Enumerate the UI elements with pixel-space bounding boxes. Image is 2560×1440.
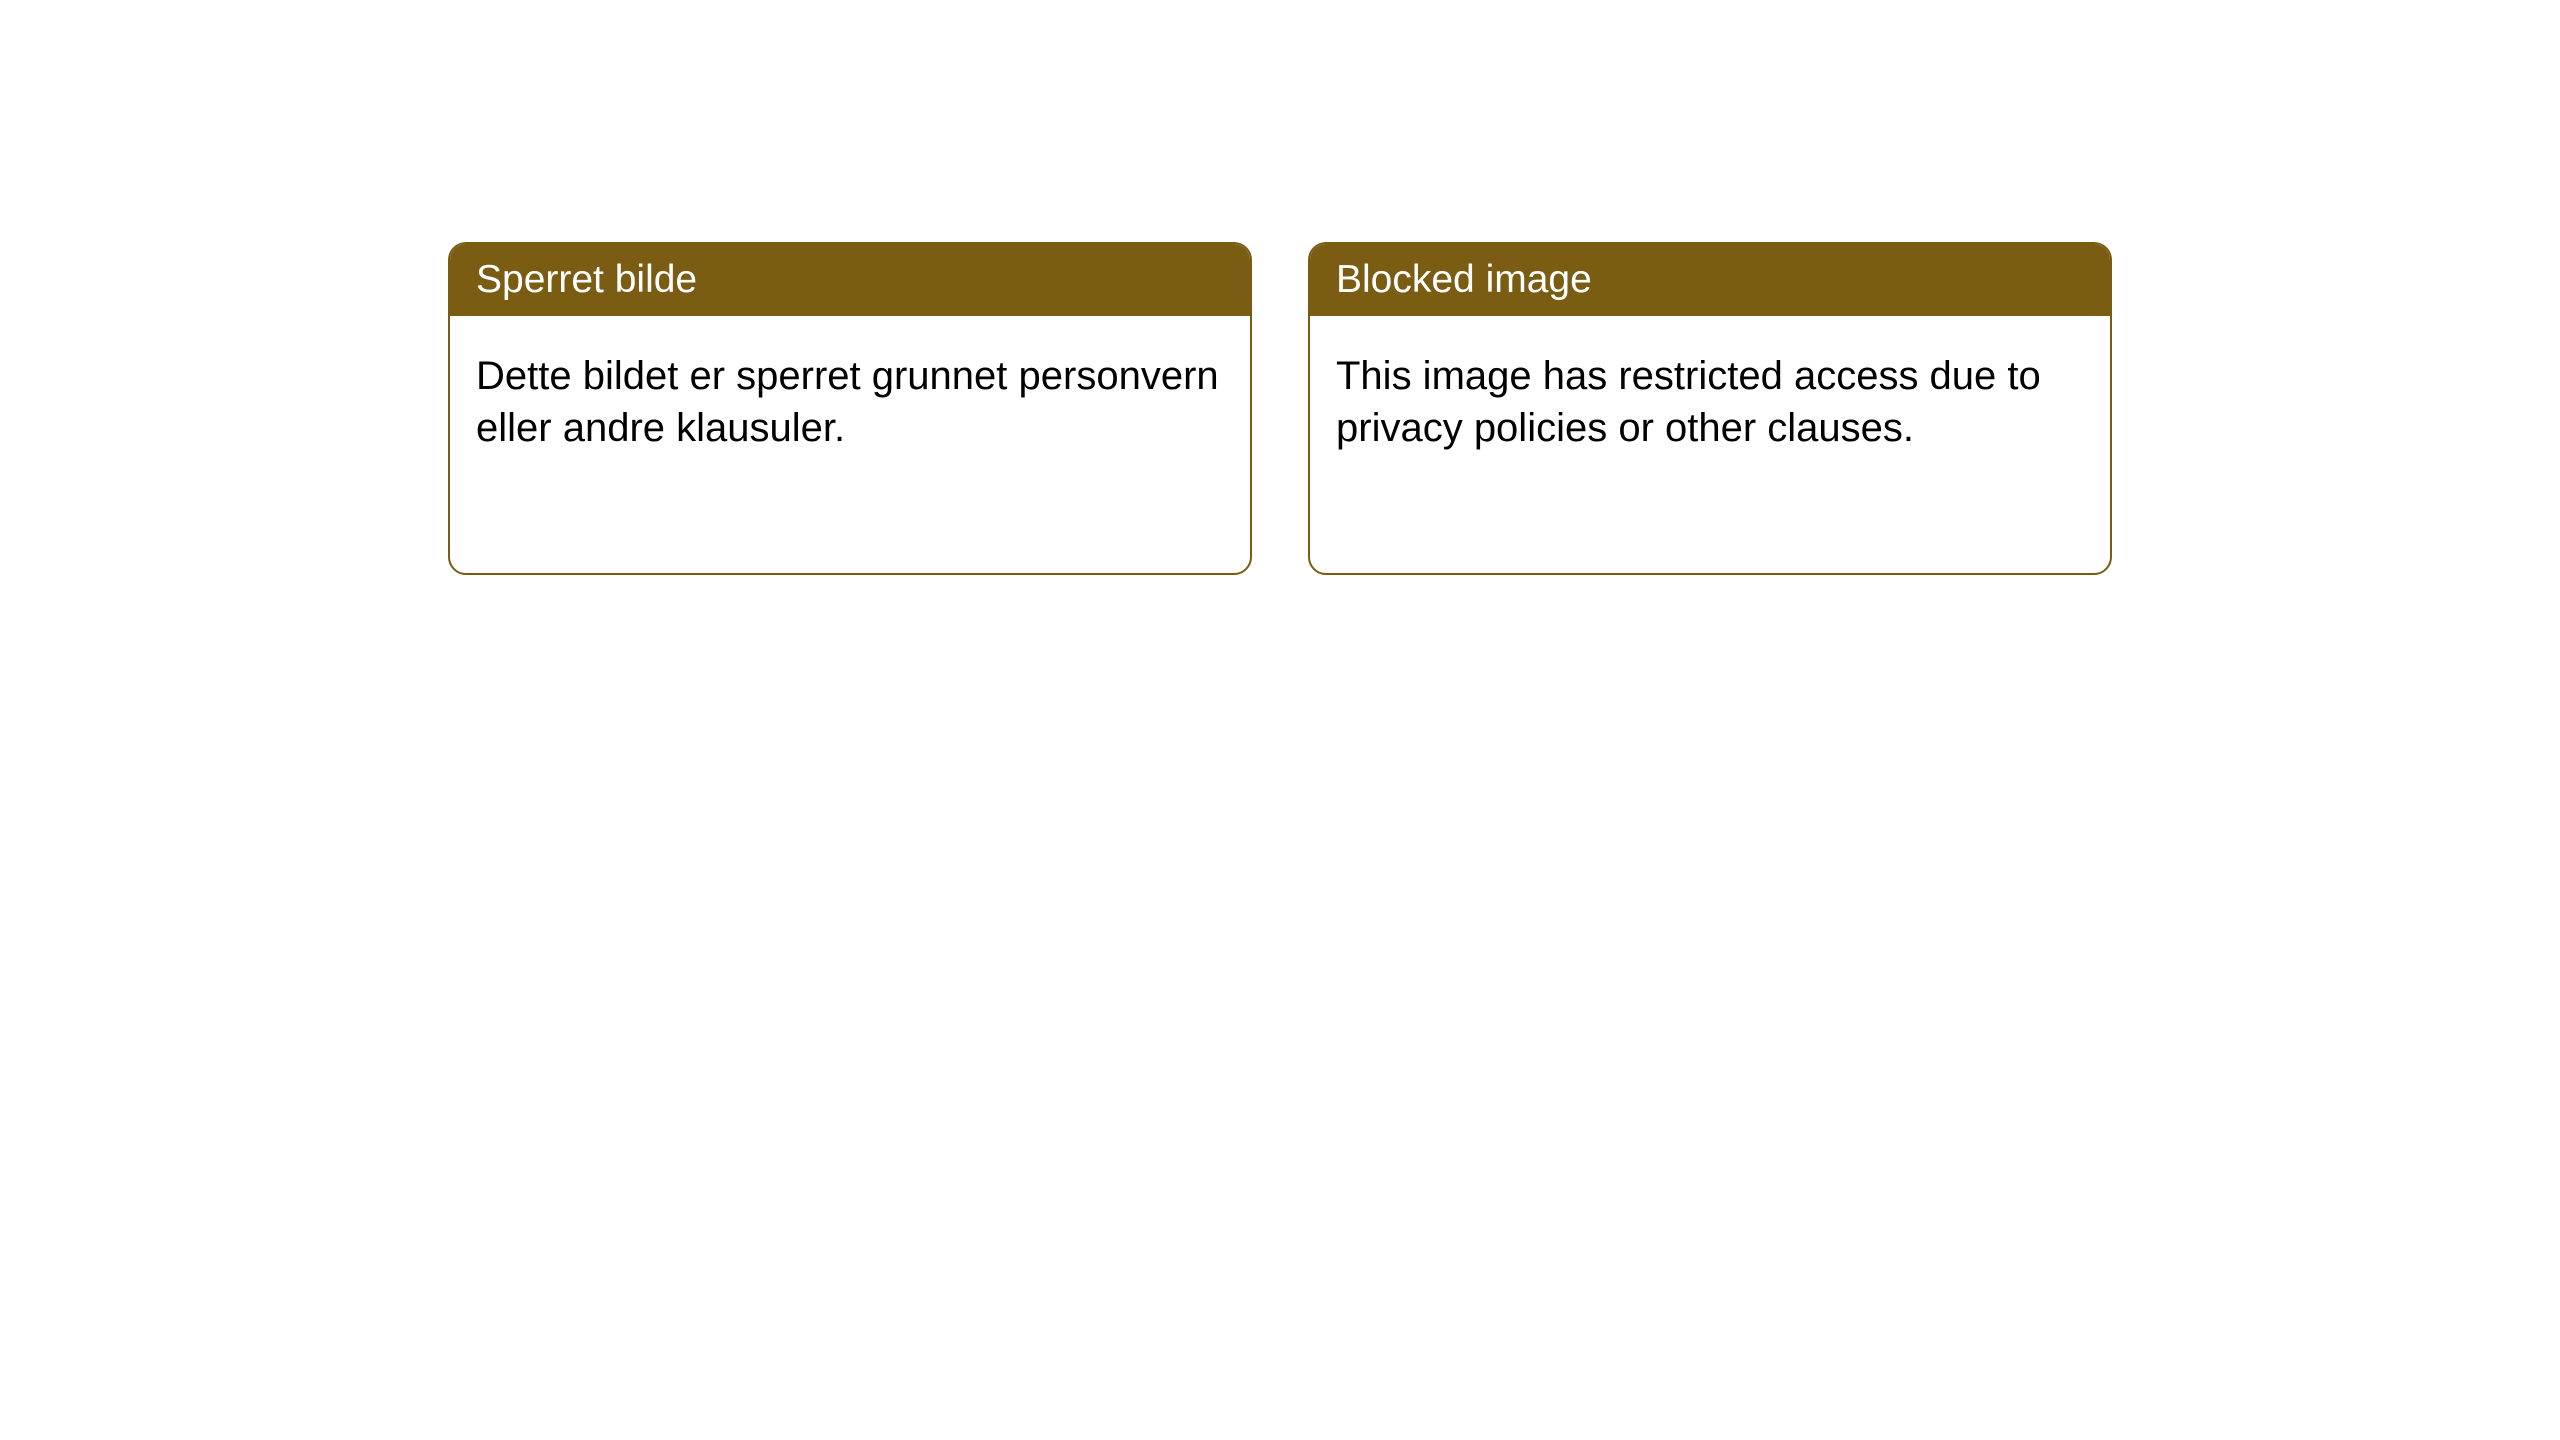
card-header: Blocked image — [1310, 244, 2110, 316]
card-body: This image has restricted access due to … — [1310, 316, 2110, 488]
notice-cards-container: Sperret bilde Dette bildet er sperret gr… — [448, 242, 2112, 575]
card-body-text: Dette bildet er sperret grunnet personve… — [476, 354, 1219, 450]
card-header: Sperret bilde — [450, 244, 1250, 316]
card-title: Blocked image — [1336, 258, 1592, 301]
card-body-text: This image has restricted access due to … — [1336, 354, 2041, 450]
notice-card-norwegian: Sperret bilde Dette bildet er sperret gr… — [448, 242, 1252, 575]
card-body: Dette bildet er sperret grunnet personve… — [450, 316, 1250, 488]
card-title: Sperret bilde — [476, 258, 697, 301]
notice-card-english: Blocked image This image has restricted … — [1308, 242, 2112, 575]
